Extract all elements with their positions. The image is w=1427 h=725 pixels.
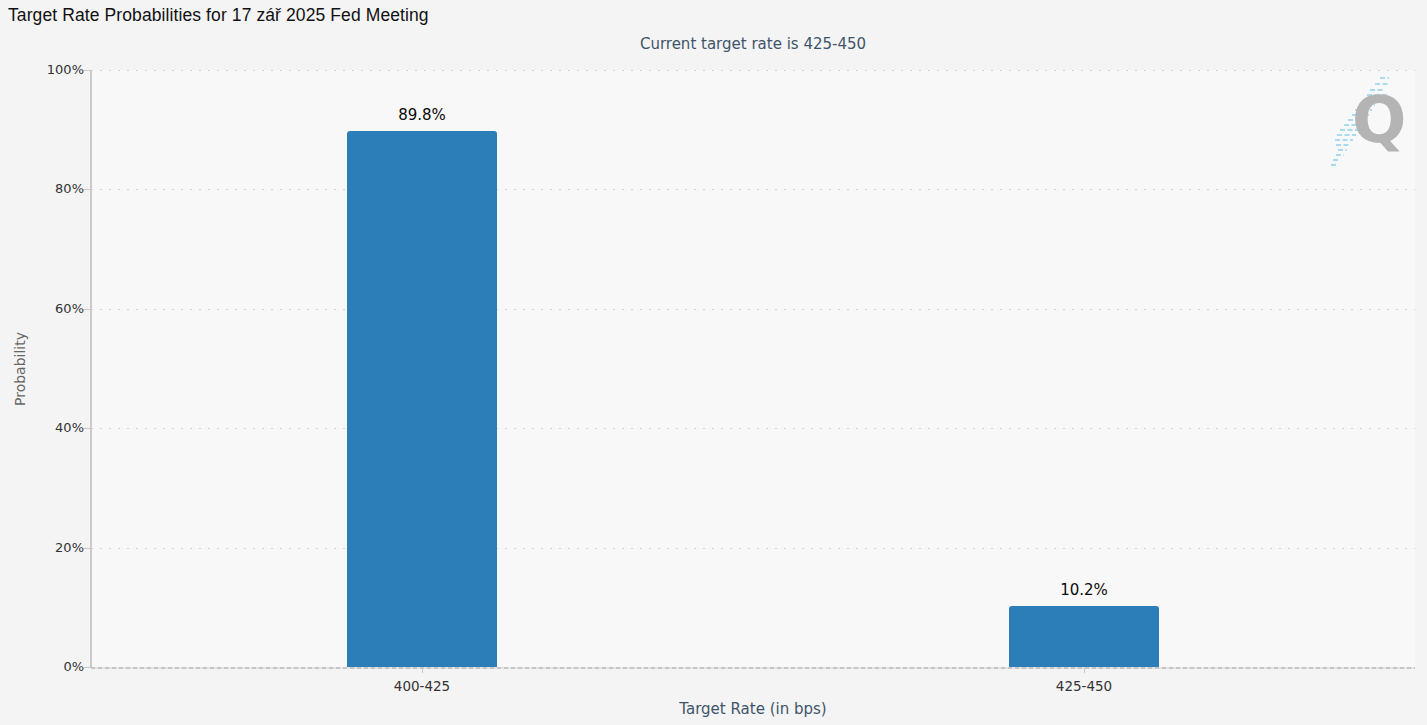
x-category-label: 425-450 <box>1014 678 1154 694</box>
y-tick-label: 100% <box>24 62 84 77</box>
probability-bar[interactable] <box>1009 606 1159 667</box>
chart-subtitle: Current target rate is 425-450 <box>91 35 1415 53</box>
y-tick-mark <box>84 428 90 429</box>
y-tick-label: 60% <box>24 301 84 316</box>
chart-title: Target Rate Probabilities for 17 zář 202… <box>8 5 429 26</box>
x-tick-mark <box>1084 668 1085 673</box>
y-tick-mark <box>84 189 90 190</box>
y-gridline <box>91 309 1415 310</box>
y-axis-line <box>90 70 92 668</box>
y-tick-mark <box>84 667 90 668</box>
x-category-label: 400-425 <box>352 678 492 694</box>
y-tick-label: 0% <box>24 659 84 674</box>
y-tick-mark <box>84 309 90 310</box>
x-axis-line <box>91 667 1415 669</box>
y-gridline <box>91 70 1415 71</box>
bar-value-label: 10.2% <box>1024 581 1144 599</box>
x-tick-mark <box>422 668 423 673</box>
x-axis-title: Target Rate (in bps) <box>91 700 1415 718</box>
y-tick-label: 40% <box>24 420 84 435</box>
y-tick-label: 20% <box>24 540 84 555</box>
quikstrike-logo: Q <box>1352 88 1406 152</box>
y-gridline <box>91 548 1415 549</box>
bar-value-label: 89.8% <box>362 106 482 124</box>
y-tick-mark <box>84 548 90 549</box>
probability-bar[interactable] <box>347 131 497 667</box>
y-gridline <box>91 189 1415 190</box>
plot-area <box>91 70 1415 667</box>
y-gridline <box>91 428 1415 429</box>
y-axis-title: Probability <box>12 332 28 406</box>
y-tick-label: 80% <box>24 181 84 196</box>
y-tick-mark <box>84 70 90 71</box>
